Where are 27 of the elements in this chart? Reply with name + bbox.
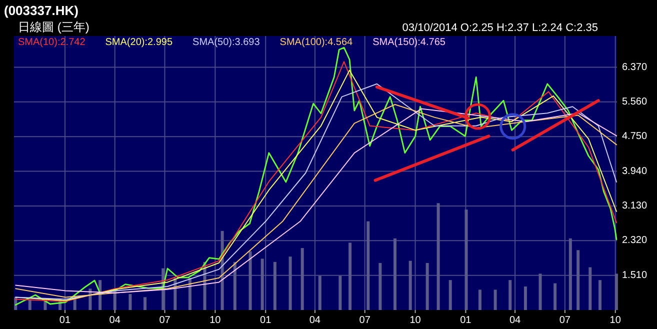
- text: SMA(20):2.995: [105, 37, 173, 48]
- chart-subtitle: 日線圖 (三年): [18, 20, 90, 34]
- x-tick-label: 07: [159, 315, 171, 326]
- x-tick-label: 04: [309, 315, 321, 326]
- x-tick-label: 10: [210, 315, 222, 326]
- y-tick-label: 2.320: [622, 235, 648, 246]
- y-tick-label: 3.940: [622, 166, 648, 177]
- x-tick-label: 10: [410, 315, 422, 326]
- y-tick-label: 1.510: [622, 270, 648, 281]
- x-tick-label: 07: [559, 315, 571, 326]
- y-tick-label: 5.560: [622, 96, 648, 108]
- text: SMA(10):2.742: [18, 37, 86, 48]
- x-tick-label: 04: [509, 315, 522, 326]
- x-tick-label: 04: [109, 315, 121, 326]
- text: SMA(100):4.564: [280, 37, 354, 48]
- x-tick-label: 01: [59, 315, 71, 326]
- chart-title: (003337.HK): [4, 3, 78, 18]
- x-tick-label: 01: [260, 315, 272, 326]
- text: 03/10/2014 O:2.25 H:2.37 L:2.24 C:2.35: [402, 22, 598, 34]
- x-tick-label: 07: [359, 315, 371, 326]
- y-tick-label: 6.370: [622, 62, 648, 73]
- x-tick-label: 01: [460, 315, 472, 326]
- text: SMA(150):4.765: [372, 37, 446, 48]
- text: SMA(50):3.693: [192, 37, 260, 48]
- y-tick-label: 3.130: [622, 200, 648, 212]
- y-tick-label: 4.750: [622, 131, 648, 142]
- x-tick-label: 10: [610, 315, 622, 326]
